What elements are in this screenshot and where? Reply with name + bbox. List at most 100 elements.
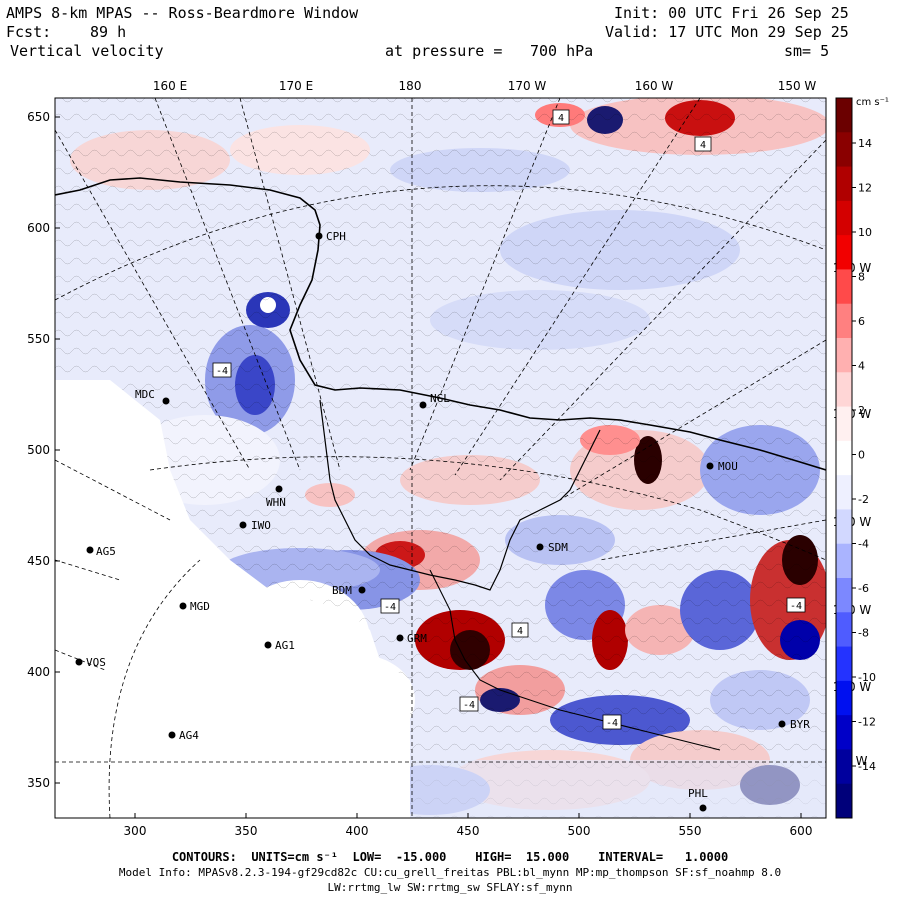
colorbar-tick-label: 6 bbox=[858, 315, 865, 328]
y-tick-label: 400 bbox=[27, 665, 50, 679]
x-tick-label: 550 bbox=[679, 824, 702, 838]
station-label: NGL bbox=[430, 392, 450, 405]
colorbar-swatch bbox=[836, 440, 852, 476]
colorbar-frame bbox=[835, 97, 853, 819]
colorbar-tick-label: 2 bbox=[858, 404, 865, 417]
station-marker[interactable]: AG4 bbox=[168, 729, 200, 742]
contour-label: -4 bbox=[384, 602, 396, 613]
lon-label: 160 W bbox=[635, 79, 674, 93]
valid-time: Valid: 17 UTC Mon 29 Sep 25 bbox=[605, 23, 849, 41]
colorbar-swatch bbox=[836, 475, 852, 510]
colorbar-swatch bbox=[836, 166, 852, 202]
station-marker[interactable]: AG1 bbox=[264, 639, 295, 652]
colorbar-swatch bbox=[836, 578, 852, 613]
lon-label: 180 bbox=[399, 79, 422, 93]
station-marker[interactable]: VOS bbox=[75, 656, 106, 669]
contour-label: -4 bbox=[606, 718, 618, 729]
contour-labels: -4 -4 -4 4 4 4 -4 -4 bbox=[212, 109, 806, 730]
station-label: WHN bbox=[266, 496, 286, 509]
contour-label: 4 bbox=[517, 626, 523, 637]
y-tick-label: 450 bbox=[27, 554, 50, 568]
colorbar-swatch bbox=[836, 98, 852, 133]
colorbar-ticks: 14 12 10 8 6 4 2 0 -2 -4 -6 -8 -10 -12 -14 bbox=[852, 137, 876, 773]
x-tick-label: 300 bbox=[124, 824, 147, 838]
y-tick-label: 600 bbox=[27, 221, 50, 235]
colorbar-swatch bbox=[836, 269, 852, 305]
colorbar-tick-label: -6 bbox=[858, 582, 869, 595]
station-marker[interactable]: IWO bbox=[239, 519, 271, 532]
contour-label: 4 bbox=[700, 140, 706, 151]
colorbar-tick-label: -2 bbox=[858, 493, 869, 506]
lon-label: 160 E bbox=[153, 79, 187, 93]
coastlines bbox=[55, 177, 826, 751]
station-label: MDC bbox=[135, 388, 155, 401]
colorbar-swatch bbox=[836, 680, 852, 716]
map-title: AMPS 8-km MPAS -- Ross-Beardmore Window bbox=[6, 4, 359, 22]
station-marker[interactable]: MGD bbox=[179, 600, 210, 613]
station-label: AG4 bbox=[179, 729, 199, 742]
colorbar-tick-label: 8 bbox=[858, 271, 865, 284]
colorbar-tick-label: 4 bbox=[858, 360, 865, 373]
station-label: MGD bbox=[190, 600, 210, 613]
high-value: HIGH= 15.000 bbox=[475, 850, 570, 864]
colorbar-tick-label: -14 bbox=[858, 760, 876, 773]
x-tick-label: 450 bbox=[457, 824, 480, 838]
contour-info: CONTOURS: UNITS=cm s⁻¹ LOW= -15.000 HIGH… bbox=[0, 850, 900, 864]
contour-label: -4 bbox=[790, 601, 802, 612]
colorbar-tick-label: -10 bbox=[858, 671, 876, 684]
colorbar-swatch bbox=[836, 612, 852, 648]
x-tick-label: 400 bbox=[346, 824, 369, 838]
forecast-hour: 89 h bbox=[90, 23, 127, 41]
station-marker[interactable]: WHN bbox=[266, 485, 286, 510]
model-info: Model Info: MPASv8.2.3-194-gf29cd82c CU:… bbox=[118, 866, 782, 879]
colorbar-swatch bbox=[836, 235, 852, 270]
station-label: PHL bbox=[688, 787, 708, 800]
station-marker[interactable]: BDM bbox=[332, 584, 366, 597]
lon-label: 170 W bbox=[508, 79, 547, 93]
interval-value: INTERVAL= 1.0000 bbox=[598, 850, 729, 864]
station-marker[interactable]: GRM bbox=[396, 632, 428, 645]
station-marker[interactable]: SDM bbox=[536, 541, 569, 554]
station-label: SDM bbox=[548, 541, 568, 554]
colorbar-swatch bbox=[836, 338, 852, 373]
colorbar-tick-label: -12 bbox=[858, 716, 876, 729]
colorbar-swatch bbox=[836, 509, 852, 545]
colorbar-swatch bbox=[836, 543, 852, 579]
colorbar-tick-label: 14 bbox=[858, 137, 872, 150]
station-marker[interactable]: BYR bbox=[778, 718, 811, 731]
station-marker[interactable]: NGL bbox=[419, 392, 451, 409]
field-shading bbox=[55, 98, 826, 818]
contour-label: -4 bbox=[216, 366, 228, 377]
y-tick-label: 350 bbox=[27, 776, 50, 790]
x-tick-label: 600 bbox=[790, 824, 813, 838]
init-time: Init: 00 UTC Fri 26 Sep 25 bbox=[614, 4, 849, 22]
smoothing-value: sm= 5 bbox=[784, 42, 830, 60]
y-tick-label: 500 bbox=[27, 443, 50, 457]
station-marker[interactable]: MOU bbox=[706, 460, 738, 473]
station-label: BDM bbox=[332, 584, 352, 597]
low-value: LOW= -15.000 bbox=[352, 850, 447, 864]
lon-label: 170 E bbox=[279, 79, 313, 93]
axis-ticks bbox=[55, 116, 802, 818]
lon-label: 150 W bbox=[778, 79, 817, 93]
contour-label: -4 bbox=[463, 700, 475, 711]
station-label: AG1 bbox=[275, 639, 295, 652]
station-label: VOS bbox=[86, 656, 106, 669]
station-marker[interactable]: PHL bbox=[688, 787, 708, 812]
forecast-label: Fcst: bbox=[6, 23, 52, 41]
colorbar: cm s⁻¹ 14 12 10 8 6 4 2 0 -2 -4 -6 -8 -10 -12 -14 bbox=[835, 97, 889, 819]
plot-frame bbox=[54, 97, 827, 819]
contour-label: 4 bbox=[558, 113, 564, 124]
station-label: MOU bbox=[718, 460, 738, 473]
station-label: GRM bbox=[407, 632, 427, 645]
y-tick-label: 650 bbox=[27, 110, 50, 124]
colorbar-tick-label: 10 bbox=[858, 226, 872, 239]
colorbar-tick-label: -4 bbox=[858, 538, 869, 551]
pressure-level: 700 hPa bbox=[530, 42, 594, 60]
station-label: CPH bbox=[326, 230, 346, 243]
graticule bbox=[55, 98, 826, 818]
station-marker[interactable]: MDC bbox=[135, 388, 170, 405]
x-tick-label: 500 bbox=[568, 824, 591, 838]
station-marker[interactable]: CPH bbox=[315, 230, 346, 243]
station-marker[interactable]: AG5 bbox=[86, 545, 116, 558]
